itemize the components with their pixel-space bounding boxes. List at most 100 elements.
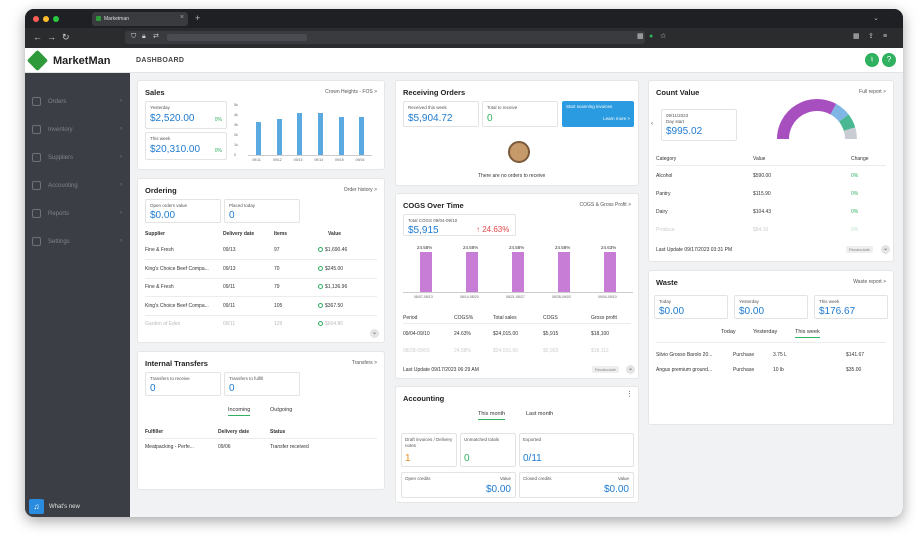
full-report-link[interactable]: Full report > (859, 89, 886, 95)
sidebar-item-suppliers[interactable]: Suppliers › (25, 149, 130, 167)
waste-week-box: This week $176.67 (814, 295, 888, 319)
scan-learn-more[interactable]: Learn more > (603, 116, 630, 121)
thisweek-pct: 0% (214, 148, 222, 154)
whats-new-icon[interactable]: ♫ (29, 499, 44, 514)
tab-yesterday[interactable]: Yesterday (753, 329, 778, 335)
cogs-bar[interactable] (420, 251, 432, 292)
drafts-label: Draft invoices / Delivery notes (405, 437, 453, 448)
cogs-bar-label: 24.63% (601, 244, 617, 250)
sales-bar[interactable] (255, 122, 261, 155)
cogs-bar[interactable] (558, 251, 570, 292)
page-title: DASHBOARD (136, 57, 185, 64)
sales-bar[interactable] (338, 117, 344, 155)
sales-bar[interactable] (359, 117, 365, 155)
forward-icon[interactable]: → (47, 32, 56, 42)
bookmark-icon[interactable]: ☆ (660, 33, 667, 40)
sidebar: Orders › Inventory › Suppliers › Accounting… (25, 73, 130, 517)
cogs-value: $5,915 (543, 331, 559, 337)
cogs-gross-profit-link[interactable]: COGS & Gross Profit > (579, 202, 631, 208)
close-window-button[interactable] (33, 16, 39, 22)
more-options-icon[interactable]: ⋮ (626, 391, 633, 398)
green-extension-icon[interactable]: ● (649, 33, 654, 40)
waste-today-value: $0.00 (659, 306, 685, 317)
sales-bar[interactable] (276, 119, 282, 155)
order-history-link[interactable]: Order history > (343, 187, 377, 193)
thisweek-label: This week (150, 136, 171, 141)
transfers-receive-label: Transfers to receive (150, 376, 190, 381)
tab-incoming[interactable]: Incoming (228, 407, 251, 416)
settings-icon (32, 237, 41, 246)
favicon-icon (96, 16, 101, 21)
sidebar-item-inventory[interactable]: Inventory › (25, 121, 130, 139)
expand-icon[interactable]: ⌄ (881, 245, 890, 254)
chevron-right-icon: › (120, 98, 122, 104)
suppliers-icon (32, 153, 41, 162)
extensions-icon[interactable]: ▦ (637, 33, 644, 40)
order-value: $367.50 (318, 303, 343, 309)
notifications-icon[interactable]: ♮ (865, 53, 879, 67)
expand-icon[interactable]: ⌄ (370, 329, 379, 338)
col-cogs: COGS (543, 315, 558, 321)
scan-invoices-banner[interactable]: Start scanning invoices Learn more > (562, 101, 634, 127)
cogs-trend: ↑ 24.63% (476, 225, 510, 234)
tab-today[interactable]: Today (721, 329, 736, 335)
cogs-bar[interactable] (512, 251, 524, 292)
sidebar-item-label: Orders (48, 99, 67, 105)
sales-bar[interactable] (317, 113, 323, 155)
order-items: 97 (274, 247, 280, 253)
maximize-window-button[interactable] (53, 16, 59, 22)
tab-this-week[interactable]: This week (795, 329, 820, 338)
new-tab-icon[interactable]: + (195, 13, 201, 23)
sidebar-item-settings[interactable]: Settings › (25, 233, 130, 251)
sales-x-tick: 09/13 (293, 158, 303, 162)
whats-new-link[interactable]: What's new (49, 504, 80, 510)
gauge-segment-dairy[interactable] (838, 114, 856, 132)
waste-report-link[interactable]: Waste report > (853, 279, 886, 285)
cogs-recalculate-badge[interactable]: Recalculate (592, 366, 619, 373)
cv-cat: Dairy (656, 209, 668, 215)
back-icon[interactable]: ← (33, 32, 42, 42)
gauge-segment-pantry[interactable] (830, 103, 849, 123)
cogs-bar-label: 24.58% (509, 244, 525, 250)
help-icon[interactable]: ? (882, 53, 896, 67)
gauge-segment-alcohol[interactable] (777, 99, 837, 140)
cv-cat: Produce (656, 227, 675, 233)
accounting-card: Accounting ⋮ This month Last month Draft… (395, 386, 639, 503)
minimize-window-button[interactable] (43, 16, 49, 22)
total-cogs-label: Total COGS 09/04-09/10 (408, 218, 458, 223)
waste-week-value: $176.67 (819, 306, 856, 317)
cv-val: $84.10 (753, 227, 769, 233)
tab-this-month[interactable]: This month (478, 411, 506, 420)
grid-icon[interactable]: ▦ (853, 33, 860, 40)
day-start-label: Day start (666, 119, 685, 124)
order-supplier: Fine & Fresh (145, 284, 174, 290)
sidebar-item-orders[interactable]: Orders › (25, 93, 130, 111)
sales-location-link[interactable]: Crown Heights - FOS > (325, 89, 377, 95)
close-tab-icon[interactable]: × (179, 14, 184, 21)
expand-icon[interactable]: ⌄ (626, 365, 635, 374)
share-icon[interactable]: ⇪ (868, 33, 874, 40)
cogs-pct: 24.63% (454, 331, 471, 337)
sidebar-item-reports[interactable]: Reports › (25, 205, 130, 223)
transfers-link[interactable]: Transfers > (351, 360, 377, 366)
open-orders-box: Open orders value $0.00 (145, 199, 221, 223)
cogs-bar[interactable] (604, 251, 616, 292)
cogs-bar[interactable] (466, 251, 478, 292)
prev-arrow-icon[interactable]: ‹ (651, 121, 653, 127)
col-gross-profit: Gross profit (591, 315, 617, 321)
yesterday-value: $2,520.00 (150, 113, 195, 124)
menu-icon[interactable]: ≡ (883, 33, 888, 40)
address-bar[interactable]: ⛉ 🔒︎ ⇄ (125, 31, 645, 44)
sidebar-item-accounting[interactable]: Accounting › (25, 177, 130, 195)
gauge-segment-produce[interactable] (843, 127, 857, 140)
browser-tab[interactable]: Marketman × (92, 12, 188, 26)
cv-recalculate-badge[interactable]: Recalculate (846, 246, 873, 253)
reload-icon[interactable]: ↻ (62, 32, 70, 42)
tab-last-month[interactable]: Last month (526, 411, 554, 417)
tab-outgoing[interactable]: Outgoing (270, 407, 293, 413)
sidebar-item-label: Reports (48, 211, 70, 217)
chevron-right-icon: › (120, 126, 122, 132)
sales-bar[interactable] (297, 113, 303, 155)
waste-title: Waste (656, 278, 678, 287)
tab-list-icon[interactable]: ⌄ (873, 15, 879, 22)
